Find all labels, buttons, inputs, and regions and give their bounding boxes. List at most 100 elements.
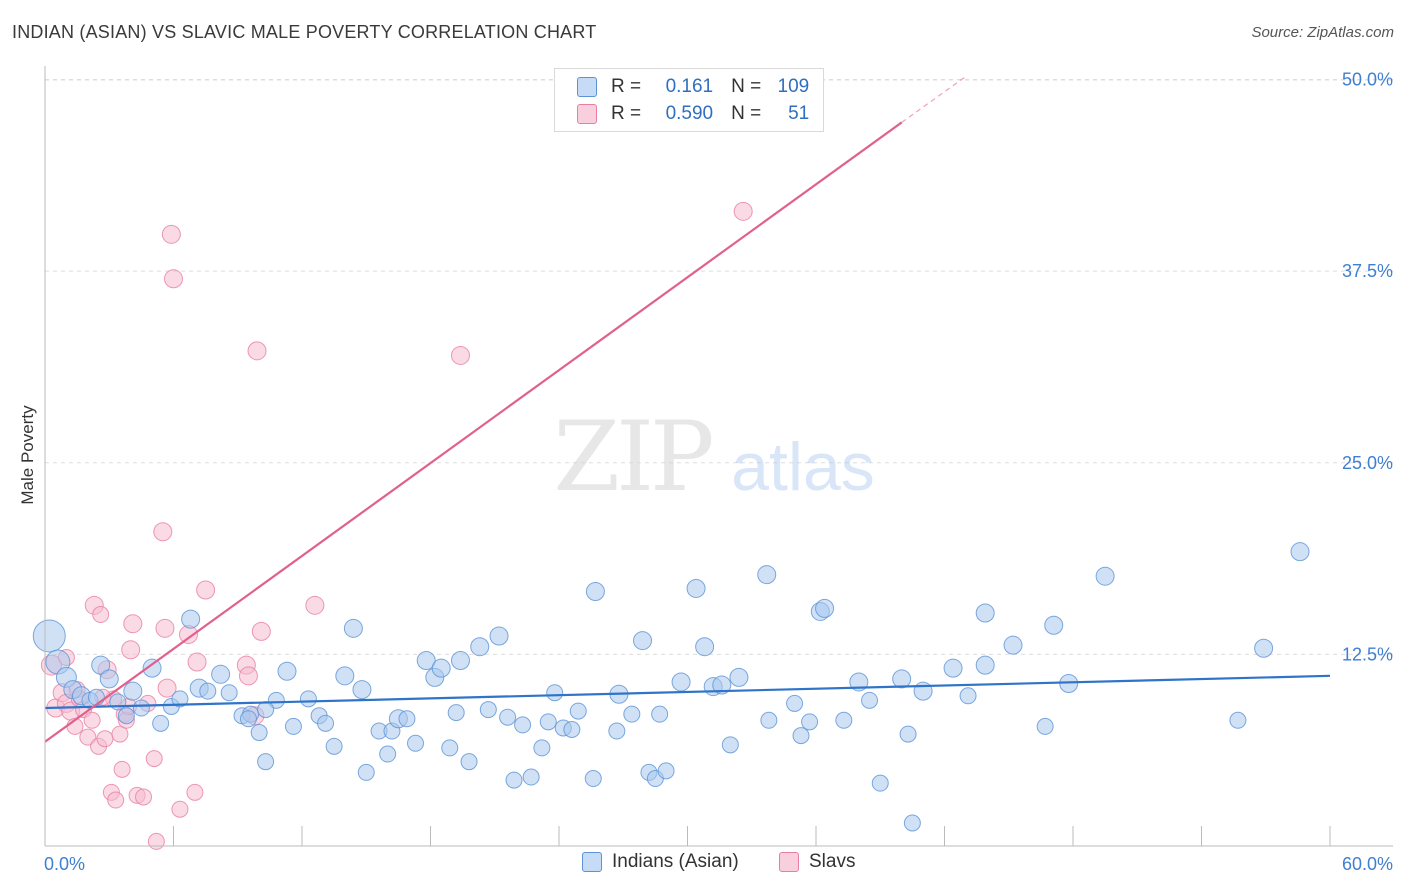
- slavs-point: [450, 345, 470, 365]
- slavs-point: [733, 201, 753, 221]
- indians-point: [171, 690, 189, 708]
- indians-point: [539, 713, 557, 731]
- indians-point: [257, 753, 275, 771]
- indians-point: [1290, 542, 1310, 562]
- slavs-point: [155, 618, 175, 638]
- slavs-point: [238, 666, 258, 686]
- indians-point: [181, 609, 201, 629]
- y-tick-label: 37.5%: [1342, 261, 1393, 281]
- trend-lines: [44, 75, 1331, 743]
- legend-row-slavs: R = 0.590 N = 51: [577, 101, 809, 127]
- indians-point: [447, 704, 465, 722]
- indians-point: [623, 705, 641, 723]
- watermark-zip: ZIP: [553, 401, 712, 513]
- legend-n-label: N =: [731, 76, 762, 97]
- indians-point: [416, 651, 436, 671]
- slavs-point: [147, 832, 165, 850]
- indians-point: [729, 667, 749, 687]
- indians-point: [109, 693, 127, 711]
- indians-points: [32, 542, 1310, 832]
- indians-point: [657, 762, 675, 780]
- slavs-point: [92, 606, 110, 624]
- legend-n-value: 109: [777, 76, 810, 97]
- indians-point: [546, 684, 564, 702]
- indians-point: [801, 713, 819, 731]
- indians-point: [903, 814, 921, 832]
- indians-point: [220, 684, 238, 702]
- bottom-legend-indians: Indians (Asian): [582, 851, 739, 873]
- slavs-point: [113, 760, 131, 778]
- bottom-legend-slavs-label: Slavs: [809, 851, 856, 872]
- slavs-swatch: [577, 104, 597, 124]
- slavs-point: [83, 711, 101, 729]
- slavs-swatch: [779, 852, 799, 872]
- watermark-atlas: atlas: [731, 429, 875, 505]
- chart-title: INDIAN (ASIAN) VS SLAVIC MALE POVERTY CO…: [12, 22, 597, 42]
- indians-point: [250, 724, 268, 742]
- indians-swatch: [582, 852, 602, 872]
- slavs-trend-line: [44, 121, 903, 743]
- indians-trend-line: [44, 674, 1331, 710]
- legend-r-label: R =: [611, 103, 642, 124]
- indians-point: [277, 661, 297, 681]
- indians-point: [398, 710, 416, 728]
- indians-point: [142, 658, 162, 678]
- indians-point: [470, 637, 490, 657]
- grid-layer: [45, 79, 1393, 655]
- stats-legend: R = 0.161 N = 109 R = 0.590 N = 51: [554, 68, 824, 132]
- indians-point: [1254, 638, 1274, 658]
- indians-point: [99, 669, 119, 689]
- indians-point: [892, 669, 912, 689]
- indians-point: [861, 691, 879, 709]
- indians-point: [608, 722, 626, 740]
- indians-point: [871, 774, 889, 792]
- indians-point: [123, 681, 143, 701]
- x-tick-label: 60.0%: [1342, 854, 1393, 874]
- watermark: ZIP atlas: [553, 401, 874, 513]
- y-tick-label: 12.5%: [1342, 644, 1393, 664]
- indians-point: [522, 768, 540, 786]
- y-tick-label: 50.0%: [1342, 70, 1393, 90]
- slavs-point: [187, 652, 207, 672]
- y-tick-label: 25.0%: [1342, 453, 1393, 473]
- legend-r-label: R =: [611, 76, 642, 97]
- bottom-legend-slavs: Slavs: [779, 851, 855, 873]
- slavs-point: [145, 750, 163, 768]
- legend-r-value: 0.590: [665, 103, 714, 124]
- indians-point: [407, 734, 425, 752]
- source-credit: Source: ZipAtlas.com: [1251, 24, 1394, 41]
- indians-point: [585, 582, 605, 602]
- x-tick-label: 0.0%: [44, 854, 85, 874]
- indians-point: [943, 658, 963, 678]
- indians-point: [152, 714, 170, 732]
- indians-point: [505, 771, 523, 789]
- indians-point: [975, 655, 995, 675]
- indians-point: [1003, 635, 1023, 655]
- indians-point: [450, 651, 470, 671]
- indians-point: [899, 725, 917, 743]
- tick-labels: 12.5% 25.0% 37.5% 50.0% 0.0% 60.0%: [44, 70, 1393, 875]
- indians-point: [431, 658, 451, 678]
- indians-point: [357, 763, 375, 781]
- indians-point: [514, 716, 532, 734]
- indians-point: [959, 687, 977, 705]
- indians-point: [563, 720, 581, 738]
- indians-point: [651, 705, 669, 723]
- slavs-point: [123, 614, 143, 634]
- slavs-point: [196, 580, 216, 600]
- indians-point: [199, 682, 217, 700]
- indians-point: [489, 626, 509, 646]
- indians-point: [757, 565, 777, 585]
- slavs-point: [247, 341, 267, 361]
- indians-point: [1229, 711, 1247, 729]
- slavs-point: [171, 800, 189, 818]
- indians-point: [712, 675, 732, 695]
- slavs-point: [157, 678, 177, 698]
- legend-row-indians: R = 0.161 N = 109: [577, 74, 809, 100]
- indians-point: [1095, 566, 1115, 586]
- indians-swatch: [577, 77, 597, 97]
- slavs-point: [107, 791, 125, 809]
- indians-point: [91, 655, 111, 675]
- indians-point: [695, 637, 715, 657]
